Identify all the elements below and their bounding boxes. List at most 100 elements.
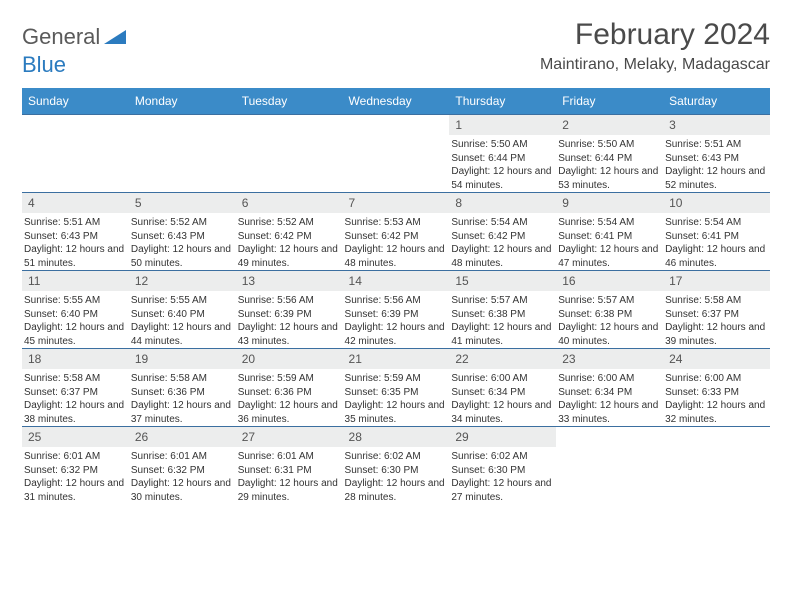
sunset-text: Sunset: 6:38 PM — [558, 308, 661, 322]
weekday-monday: Monday — [129, 88, 236, 115]
day-details: Sunrise: 5:58 AMSunset: 6:36 PMDaylight:… — [129, 369, 236, 426]
day-number: 9 — [556, 193, 663, 214]
day-details: Sunrise: 5:56 AMSunset: 6:39 PMDaylight:… — [236, 291, 343, 348]
sunset-text: Sunset: 6:44 PM — [558, 152, 661, 166]
day-details: Sunrise: 5:51 AMSunset: 6:43 PMDaylight:… — [663, 135, 770, 192]
weekday-sunday: Sunday — [22, 88, 129, 115]
day-details: Sunrise: 5:59 AMSunset: 6:35 PMDaylight:… — [343, 369, 450, 426]
day-number: 28 — [343, 427, 450, 448]
month-title: February 2024 — [540, 18, 770, 52]
daylight-text: Daylight: 12 hours and 48 minutes. — [451, 243, 554, 270]
day-details: Sunrise: 5:52 AMSunset: 6:42 PMDaylight:… — [236, 213, 343, 270]
sunrise-text: Sunrise: 6:02 AM — [451, 450, 554, 464]
week-content-row: Sunrise: 5:58 AMSunset: 6:37 PMDaylight:… — [22, 369, 770, 427]
day-cell: Sunrise: 6:01 AMSunset: 6:31 PMDaylight:… — [236, 447, 343, 504]
sunrise-text: Sunrise: 5:57 AM — [451, 294, 554, 308]
day-cell: Sunrise: 5:52 AMSunset: 6:42 PMDaylight:… — [236, 213, 343, 271]
day-number: 7 — [343, 193, 450, 214]
day-details: Sunrise: 5:50 AMSunset: 6:44 PMDaylight:… — [449, 135, 556, 192]
day-number: 16 — [556, 271, 663, 292]
sunset-text: Sunset: 6:39 PM — [345, 308, 448, 322]
day-number: 21 — [343, 349, 450, 370]
sunset-text: Sunset: 6:37 PM — [665, 308, 768, 322]
day-details: Sunrise: 5:55 AMSunset: 6:40 PMDaylight:… — [22, 291, 129, 348]
daylight-text: Daylight: 12 hours and 54 minutes. — [451, 165, 554, 192]
day-number: 22 — [449, 349, 556, 370]
day-details: Sunrise: 5:57 AMSunset: 6:38 PMDaylight:… — [556, 291, 663, 348]
day-number — [556, 427, 663, 448]
day-number — [22, 115, 129, 136]
day-details: Sunrise: 6:02 AMSunset: 6:30 PMDaylight:… — [449, 447, 556, 504]
sunrise-text: Sunrise: 5:58 AM — [131, 372, 234, 386]
day-details: Sunrise: 6:00 AMSunset: 6:34 PMDaylight:… — [449, 369, 556, 426]
day-cell: Sunrise: 5:58 AMSunset: 6:37 PMDaylight:… — [22, 369, 129, 427]
daylight-text: Daylight: 12 hours and 49 minutes. — [238, 243, 341, 270]
sunrise-text: Sunrise: 5:54 AM — [665, 216, 768, 230]
day-cell: Sunrise: 5:50 AMSunset: 6:44 PMDaylight:… — [449, 135, 556, 193]
sunset-text: Sunset: 6:32 PM — [24, 464, 127, 478]
sunset-text: Sunset: 6:43 PM — [131, 230, 234, 244]
day-cell: Sunrise: 6:02 AMSunset: 6:30 PMDaylight:… — [449, 447, 556, 504]
sunrise-text: Sunrise: 6:01 AM — [238, 450, 341, 464]
day-details: Sunrise: 6:02 AMSunset: 6:30 PMDaylight:… — [343, 447, 450, 504]
daylight-text: Daylight: 12 hours and 35 minutes. — [345, 399, 448, 426]
sunset-text: Sunset: 6:30 PM — [345, 464, 448, 478]
sunset-text: Sunset: 6:33 PM — [665, 386, 768, 400]
daylight-text: Daylight: 12 hours and 44 minutes. — [131, 321, 234, 348]
weekday-friday: Friday — [556, 88, 663, 115]
day-number: 8 — [449, 193, 556, 214]
sunset-text: Sunset: 6:32 PM — [131, 464, 234, 478]
day-cell: Sunrise: 5:54 AMSunset: 6:41 PMDaylight:… — [663, 213, 770, 271]
daylight-text: Daylight: 12 hours and 37 minutes. — [131, 399, 234, 426]
day-number: 29 — [449, 427, 556, 448]
sunset-text: Sunset: 6:34 PM — [558, 386, 661, 400]
day-number: 25 — [22, 427, 129, 448]
day-details: Sunrise: 6:00 AMSunset: 6:33 PMDaylight:… — [663, 369, 770, 426]
sunrise-text: Sunrise: 5:58 AM — [24, 372, 127, 386]
sunset-text: Sunset: 6:40 PM — [131, 308, 234, 322]
day-number: 14 — [343, 271, 450, 292]
day-number: 10 — [663, 193, 770, 214]
day-number: 24 — [663, 349, 770, 370]
day-cell: Sunrise: 6:00 AMSunset: 6:34 PMDaylight:… — [556, 369, 663, 427]
day-cell: Sunrise: 5:59 AMSunset: 6:35 PMDaylight:… — [343, 369, 450, 427]
logo: General — [22, 18, 128, 50]
day-cell: Sunrise: 5:58 AMSunset: 6:36 PMDaylight:… — [129, 369, 236, 427]
sunrise-text: Sunrise: 5:58 AM — [665, 294, 768, 308]
daylight-text: Daylight: 12 hours and 39 minutes. — [665, 321, 768, 348]
day-cell: Sunrise: 5:52 AMSunset: 6:43 PMDaylight:… — [129, 213, 236, 271]
sunrise-text: Sunrise: 5:59 AM — [238, 372, 341, 386]
sunrise-text: Sunrise: 5:51 AM — [665, 138, 768, 152]
daynum-row: 18192021222324 — [22, 349, 770, 370]
day-cell: Sunrise: 5:56 AMSunset: 6:39 PMDaylight:… — [236, 291, 343, 349]
day-details: Sunrise: 5:50 AMSunset: 6:44 PMDaylight:… — [556, 135, 663, 192]
day-cell: Sunrise: 5:57 AMSunset: 6:38 PMDaylight:… — [449, 291, 556, 349]
sunrise-text: Sunrise: 5:54 AM — [451, 216, 554, 230]
daylight-text: Daylight: 12 hours and 53 minutes. — [558, 165, 661, 192]
day-details: Sunrise: 5:59 AMSunset: 6:36 PMDaylight:… — [236, 369, 343, 426]
day-number: 13 — [236, 271, 343, 292]
week-content-row: Sunrise: 6:01 AMSunset: 6:32 PMDaylight:… — [22, 447, 770, 504]
day-number: 15 — [449, 271, 556, 292]
sunset-text: Sunset: 6:41 PM — [558, 230, 661, 244]
sunset-text: Sunset: 6:43 PM — [665, 152, 768, 166]
day-number — [663, 427, 770, 448]
day-cell: Sunrise: 5:51 AMSunset: 6:43 PMDaylight:… — [663, 135, 770, 193]
day-number: 11 — [22, 271, 129, 292]
logo-word2: Blue — [22, 52, 770, 78]
sunrise-text: Sunrise: 5:50 AM — [558, 138, 661, 152]
day-details: Sunrise: 5:56 AMSunset: 6:39 PMDaylight:… — [343, 291, 450, 348]
day-cell: Sunrise: 5:55 AMSunset: 6:40 PMDaylight:… — [22, 291, 129, 349]
weekday-saturday: Saturday — [663, 88, 770, 115]
daylight-text: Daylight: 12 hours and 40 minutes. — [558, 321, 661, 348]
daylight-text: Daylight: 12 hours and 50 minutes. — [131, 243, 234, 270]
day-cell — [22, 135, 129, 193]
day-number: 20 — [236, 349, 343, 370]
day-number: 26 — [129, 427, 236, 448]
day-cell — [343, 135, 450, 193]
sunrise-text: Sunrise: 6:01 AM — [24, 450, 127, 464]
daylight-text: Daylight: 12 hours and 27 minutes. — [451, 477, 554, 504]
daylight-text: Daylight: 12 hours and 52 minutes. — [665, 165, 768, 192]
day-details: Sunrise: 5:51 AMSunset: 6:43 PMDaylight:… — [22, 213, 129, 270]
day-number: 27 — [236, 427, 343, 448]
